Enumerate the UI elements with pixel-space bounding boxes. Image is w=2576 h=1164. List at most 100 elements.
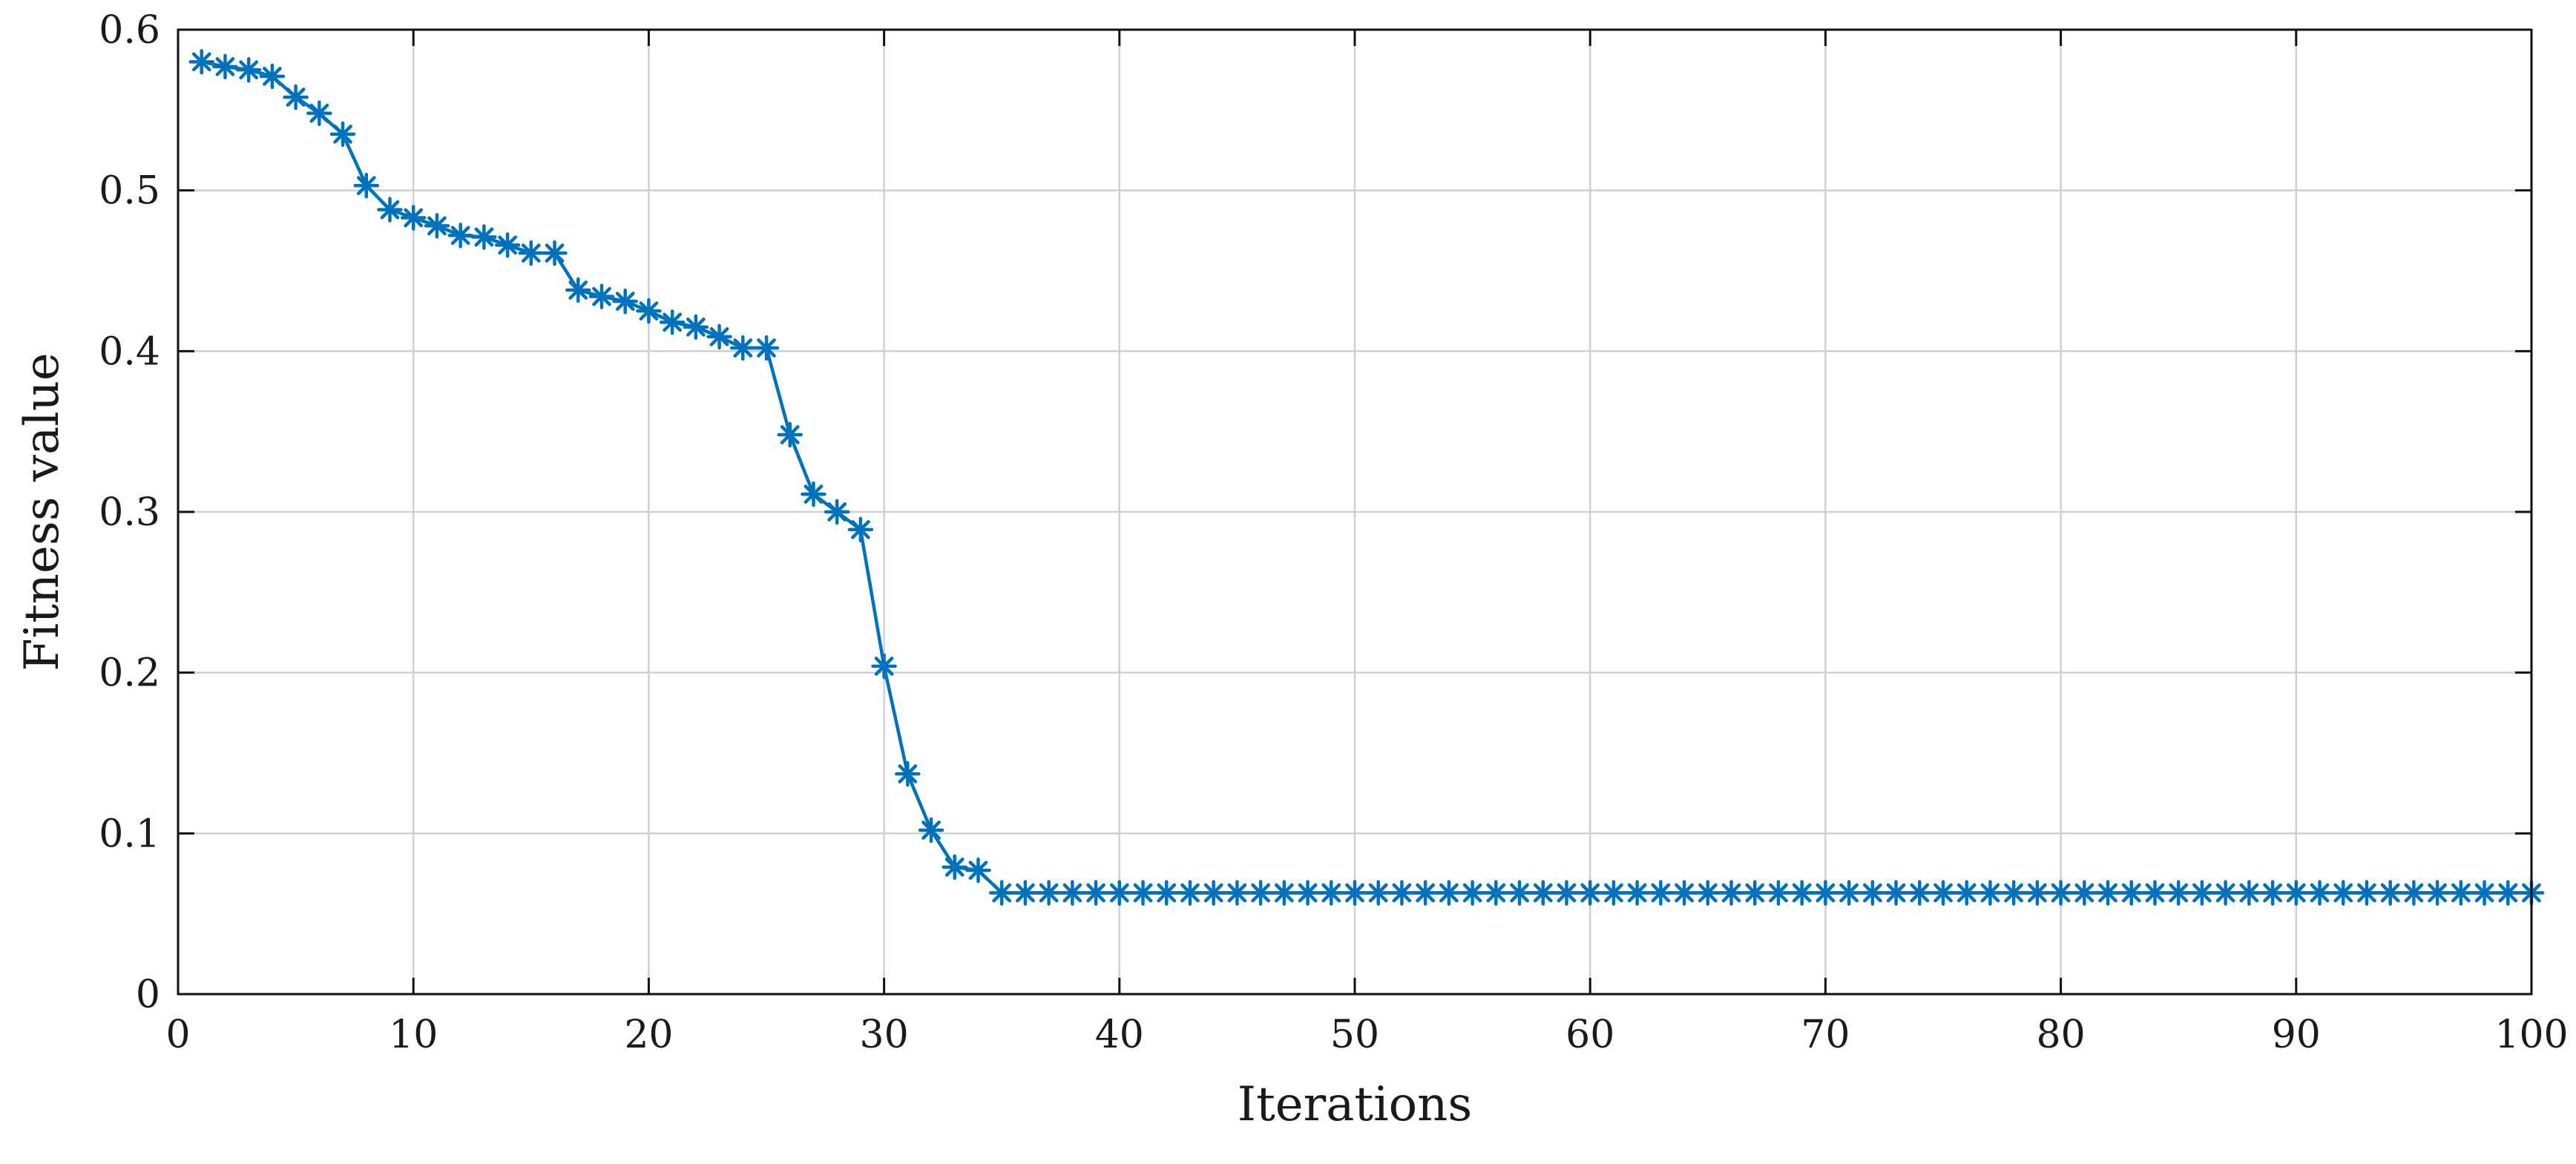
data-point	[683, 314, 709, 341]
data-point	[2448, 880, 2474, 906]
data-point	[847, 516, 874, 543]
data-point	[2283, 880, 2310, 906]
data-point	[1177, 880, 1203, 906]
x-tick-label: 80	[2037, 1013, 2086, 1057]
data-point	[1977, 880, 2003, 906]
x-tick-labels: 0 10 20 30 40 50 60 70 80 90 100	[165, 1013, 2568, 1057]
data-point	[1341, 880, 1368, 906]
data-point	[2353, 880, 2380, 906]
data-point	[188, 49, 214, 75]
data-point	[2401, 880, 2427, 906]
data-point	[400, 205, 427, 231]
data-point	[1459, 880, 1485, 906]
x-axis-label: Iterations	[1238, 1077, 1472, 1132]
data-point	[1106, 880, 1133, 906]
data-point	[1012, 880, 1039, 906]
x-tick-label: 30	[860, 1013, 909, 1057]
data-point	[471, 224, 497, 250]
data-point	[1318, 880, 1344, 906]
data-point	[518, 240, 545, 266]
x-tick-label: 0	[165, 1013, 190, 1057]
x-tick-label: 50	[1330, 1013, 1379, 1057]
data-point	[2307, 880, 2333, 906]
data-point	[659, 309, 686, 335]
data-point	[2142, 880, 2168, 906]
data-point	[1247, 880, 1274, 906]
data-point	[801, 481, 827, 507]
data-point	[1930, 880, 1956, 906]
data-point	[1648, 880, 1674, 906]
y-tick-label: 0.2	[99, 651, 160, 696]
data-point	[1954, 880, 1979, 906]
data-point	[377, 197, 403, 223]
data-point	[2118, 880, 2145, 906]
data-point	[1153, 880, 1180, 906]
data-point	[1765, 880, 1792, 906]
data-point	[2259, 880, 2286, 906]
data-point	[1671, 880, 1698, 906]
data-point	[1813, 880, 1839, 906]
data-point	[1554, 880, 1580, 906]
data-point	[1365, 880, 1391, 906]
data-point	[1036, 880, 1062, 906]
data-point	[2424, 880, 2451, 906]
data-point	[1883, 880, 1909, 906]
data-point	[895, 760, 921, 787]
series-line	[201, 60, 2531, 895]
data-point	[706, 323, 732, 350]
data-point	[353, 172, 380, 199]
x-tick-label: 10	[389, 1013, 438, 1057]
data-point	[2212, 880, 2238, 906]
data-point	[824, 499, 850, 525]
data-point	[283, 84, 309, 111]
data-point	[1530, 880, 1557, 906]
data-point	[1577, 880, 1603, 906]
data-point	[424, 213, 450, 239]
data-point	[612, 288, 638, 315]
data-point	[1082, 880, 1109, 906]
markers-group	[188, 49, 2545, 906]
data-point	[1389, 880, 1415, 906]
y-tick-label: 0.3	[99, 490, 160, 535]
data-point	[1600, 880, 1627, 906]
x-tick-label: 100	[2494, 1013, 2568, 1057]
data-point	[942, 854, 968, 881]
data-point	[1130, 880, 1156, 906]
data-point	[1059, 880, 1085, 906]
data-point	[2189, 880, 2215, 906]
data-point	[1859, 880, 1886, 906]
data-point	[235, 56, 262, 83]
data-point	[1506, 880, 1533, 906]
data-point	[636, 297, 662, 324]
y-tick-label: 0.5	[99, 169, 160, 214]
data-point	[1200, 880, 1226, 906]
x-tick-label: 60	[1565, 1013, 1614, 1057]
data-point	[565, 277, 591, 303]
series-group	[201, 60, 2531, 895]
data-point	[259, 63, 286, 90]
x-tick-label: 70	[1801, 1013, 1850, 1057]
data-point	[494, 232, 521, 258]
y-axis-label: Fitness value	[15, 352, 70, 671]
data-point	[1412, 880, 1439, 906]
data-point	[730, 335, 756, 361]
data-point	[447, 223, 473, 249]
data-point	[777, 421, 803, 448]
data-point	[2048, 880, 2074, 906]
y-tick-label: 0	[136, 973, 160, 1017]
data-point	[2024, 880, 2051, 906]
data-point	[2094, 880, 2121, 906]
data-point	[1741, 880, 1768, 906]
y-tick-labels: 0 0.1 0.2 0.3 0.4 0.5 0.6	[99, 8, 160, 1017]
data-point	[1436, 880, 1462, 906]
y-tick-label: 0.1	[99, 812, 160, 856]
data-point	[753, 335, 780, 361]
ticks	[177, 28, 2533, 996]
data-point	[988, 880, 1015, 906]
data-point	[1624, 880, 1650, 906]
data-point	[1695, 880, 1721, 906]
data-point	[965, 857, 991, 884]
y-tick-label: 0.4	[99, 329, 160, 374]
data-point	[2495, 880, 2521, 906]
data-point	[588, 283, 615, 309]
